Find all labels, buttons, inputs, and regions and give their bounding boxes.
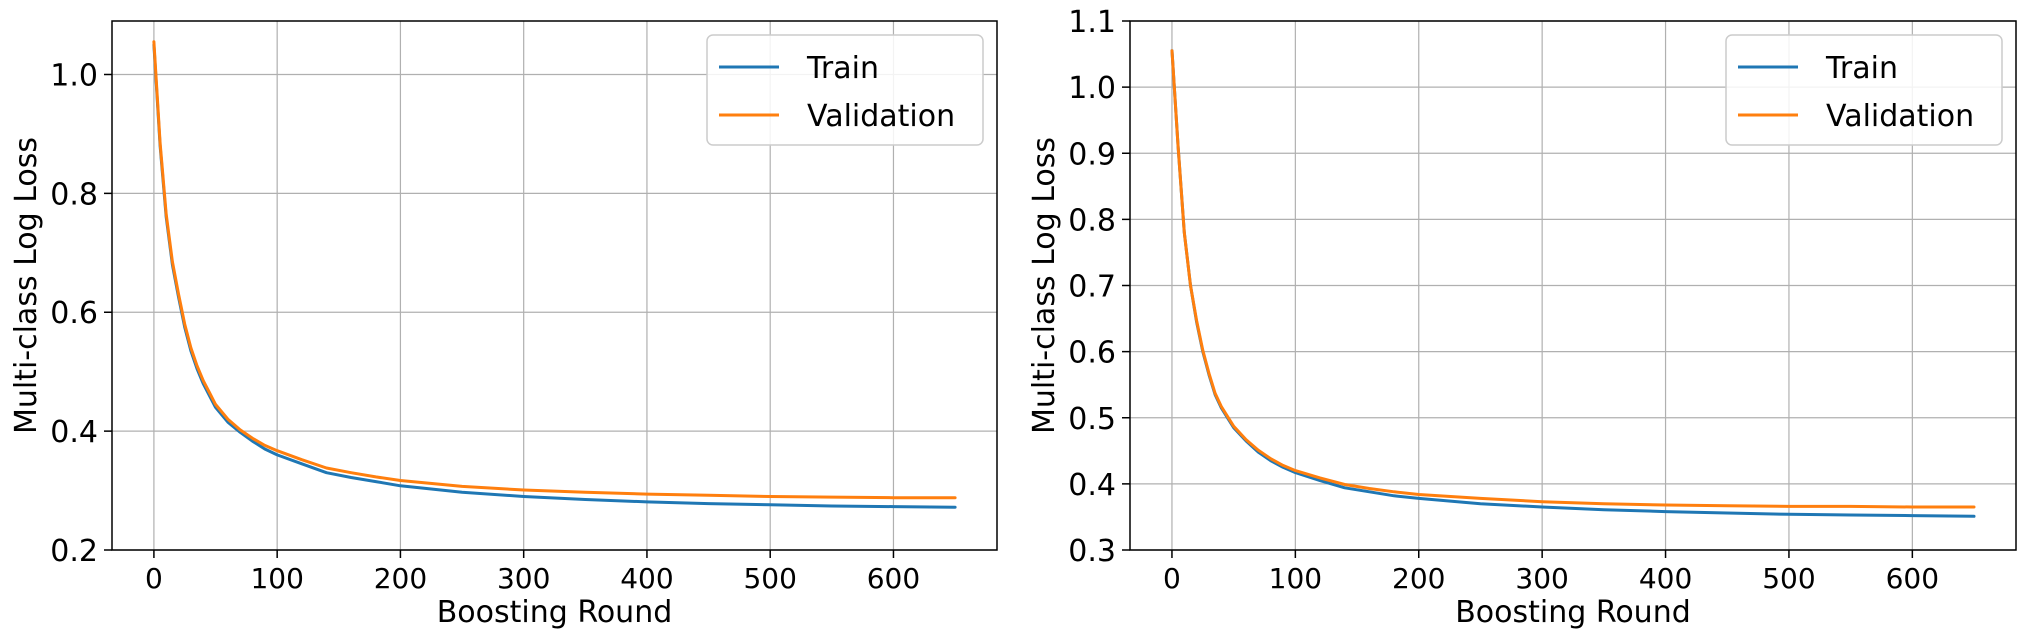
legend-label-train: Train	[1825, 51, 1898, 86]
y-tick-label: 0.4	[50, 415, 98, 450]
x-tick-label: 500	[743, 562, 796, 595]
x-tick-label: 600	[867, 562, 920, 595]
x-tick-label: 100	[250, 562, 303, 595]
y-axis-label: Multi-class Log Loss	[1027, 137, 1062, 434]
y-tick-label: 0.6	[1068, 336, 1116, 371]
y-tick-label: 0.8	[1068, 203, 1116, 238]
legend-label-validation: Validation	[1826, 99, 1974, 134]
x-tick-label: 100	[1269, 562, 1322, 595]
legend-box	[706, 34, 984, 146]
chart-panel-2: 0 100 200 300 400 500 600 0.3 0.4 0.5 0.6 0.7 0.8 0.9…	[1027, 5, 2017, 630]
series-line-validation	[1170, 49, 1976, 509]
chart-panel-1: 0 100 200 300 400 500 600 0.2 0.4 0.6 0.8 1.0 Boosti…	[9, 20, 998, 630]
y-tick-label: 1.0	[50, 58, 98, 93]
x-tick-label: 300	[497, 562, 550, 595]
legend: Train Validation	[1725, 34, 2003, 146]
y-tick-label: 0.2	[50, 534, 98, 569]
x-axis-label: Boosting Round	[1455, 595, 1691, 630]
y-tick-label: 0.6	[50, 296, 98, 331]
plot-frame	[111, 20, 998, 551]
y-tick-label: 0.7	[1068, 270, 1116, 305]
y-tick-label: 1.0	[1068, 71, 1116, 106]
y-axis-label: Multi-class Log Loss	[9, 137, 44, 434]
x-tick-label: 600	[1886, 562, 1939, 595]
x-tick-label: 300	[1515, 562, 1568, 595]
x-tick-label: 200	[374, 562, 427, 595]
x-tick-label: 500	[1762, 562, 1815, 595]
x-tick-label: 400	[620, 562, 673, 595]
x-tick-label: 200	[1392, 562, 1445, 595]
legend-label-validation: Validation	[807, 99, 955, 134]
x-tick-label: 400	[1639, 562, 1692, 595]
legend: Train Validation	[706, 34, 984, 146]
x-tick-label: 0	[1163, 562, 1181, 595]
y-tick-label: 0.5	[1068, 402, 1116, 437]
x-tick-label: 0	[145, 562, 163, 595]
y-tick-label: 0.9	[1068, 137, 1116, 172]
x-axis-label: Boosting Round	[437, 595, 673, 630]
y-tick-label: 1.1	[1068, 5, 1116, 40]
legend-box	[1725, 34, 2003, 146]
y-tick-label: 0.8	[50, 177, 98, 212]
y-tick-label: 0.4	[1068, 468, 1116, 503]
legend-label-train: Train	[806, 51, 879, 86]
series-line-validation	[152, 40, 957, 500]
y-tick-label: 0.3	[1068, 534, 1116, 569]
